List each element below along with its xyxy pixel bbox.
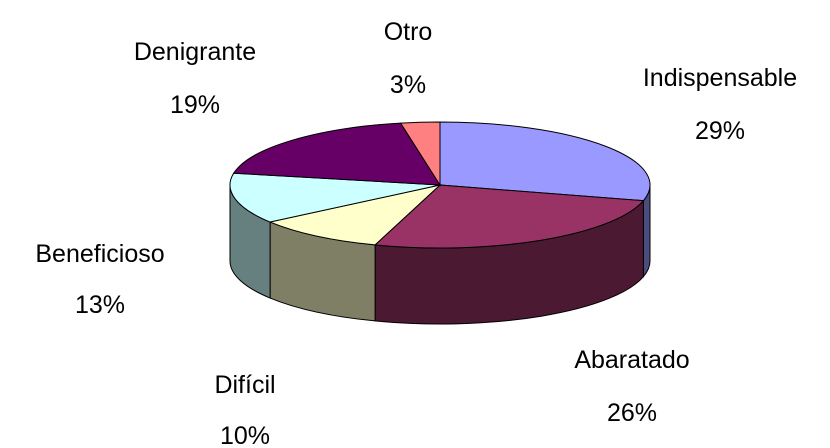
value-label: 13%: [75, 291, 125, 319]
slice: [232, 122, 441, 186]
category-label: Abaratado: [574, 346, 689, 374]
category-label: Denigrante: [134, 38, 256, 66]
value-label: 3%: [390, 71, 426, 99]
value-label: 19%: [170, 91, 220, 119]
value-label: 10%: [220, 422, 270, 448]
category-label: Otro: [384, 18, 433, 46]
slice: [373, 184, 645, 249]
slice: [399, 121, 441, 187]
pie: [229, 121, 651, 325]
slice: [229, 172, 441, 223]
slice: [439, 121, 651, 202]
value-label: 29%: [695, 117, 745, 145]
category-label: Beneficioso: [35, 240, 164, 268]
category-label: Indispensable: [643, 64, 797, 92]
value-label: 26%: [607, 399, 657, 427]
category-label: Difícil: [214, 371, 275, 399]
slice: [268, 184, 442, 246]
